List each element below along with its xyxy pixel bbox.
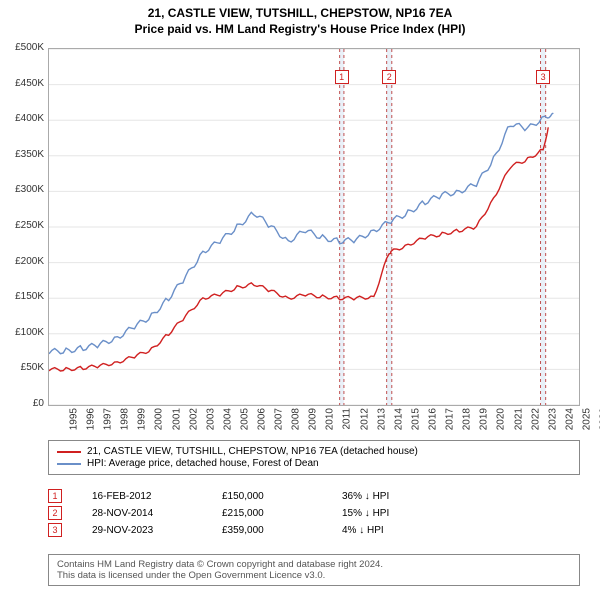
x-axis-label: 2006 bbox=[256, 408, 267, 430]
x-axis-label: 2009 bbox=[308, 408, 319, 430]
marker-badge: 3 bbox=[48, 523, 62, 537]
x-axis-label: 2004 bbox=[222, 408, 233, 430]
x-axis-label: 2021 bbox=[513, 408, 524, 430]
marker-note-row: 2 28-NOV-2014 £215,000 15% ↓ HPI bbox=[48, 506, 580, 520]
x-axis-label: 2012 bbox=[359, 408, 370, 430]
legend-row: 21, CASTLE VIEW, TUTSHILL, CHEPSTOW, NP1… bbox=[57, 446, 571, 457]
x-axis-label: 1997 bbox=[102, 408, 113, 430]
x-axis-label: 2013 bbox=[376, 408, 387, 430]
legend-row: HPI: Average price, detached house, Fore… bbox=[57, 458, 571, 469]
x-axis-label: 2020 bbox=[496, 408, 507, 430]
x-axis-label: 2017 bbox=[444, 408, 455, 430]
chart-plot-area: 1 2 3 bbox=[48, 48, 580, 406]
y-axis-label: £0 bbox=[6, 398, 44, 409]
legend-swatch bbox=[57, 463, 81, 465]
y-axis-label: £350K bbox=[6, 149, 44, 160]
marker-notes: 1 16-FEB-2012 £150,000 36% ↓ HPI 2 28-NOV-201… bbox=[48, 486, 580, 540]
x-axis-label: 2005 bbox=[239, 408, 250, 430]
x-axis-label: 2018 bbox=[461, 408, 472, 430]
marker-delta: 15% ↓ HPI bbox=[342, 508, 389, 519]
y-axis-label: £150K bbox=[6, 291, 44, 302]
marker-delta: 4% ↓ HPI bbox=[342, 525, 384, 536]
attribution-line: Contains HM Land Registry data © Crown c… bbox=[57, 559, 571, 570]
x-axis-label: 2023 bbox=[547, 408, 558, 430]
x-axis-label: 2024 bbox=[564, 408, 575, 430]
marker-badge: 2 bbox=[48, 506, 62, 520]
x-axis-label: 1999 bbox=[137, 408, 148, 430]
chart-marker: 2 bbox=[382, 70, 396, 84]
x-axis-label: 2025 bbox=[581, 408, 592, 430]
chart-marker: 3 bbox=[536, 70, 550, 84]
x-axis-label: 2014 bbox=[393, 408, 404, 430]
x-axis-label: 2002 bbox=[188, 408, 199, 430]
x-axis-label: 2001 bbox=[171, 408, 182, 430]
y-axis-label: £300K bbox=[6, 184, 44, 195]
attribution-line: This data is licensed under the Open Gov… bbox=[57, 570, 571, 581]
y-axis-label: £250K bbox=[6, 220, 44, 231]
legend-label: HPI: Average price, detached house, Fore… bbox=[87, 458, 319, 469]
x-axis-label: 2022 bbox=[530, 408, 541, 430]
marker-price: £215,000 bbox=[222, 508, 312, 519]
x-axis-label: 1996 bbox=[85, 408, 96, 430]
attribution: Contains HM Land Registry data © Crown c… bbox=[48, 554, 580, 586]
chart-marker: 1 bbox=[335, 70, 349, 84]
x-axis-label: 1998 bbox=[120, 408, 131, 430]
x-axis-label: 2003 bbox=[205, 408, 216, 430]
marker-note-row: 1 16-FEB-2012 £150,000 36% ↓ HPI bbox=[48, 489, 580, 503]
x-axis-label: 2000 bbox=[154, 408, 165, 430]
marker-price: £359,000 bbox=[222, 525, 312, 536]
chart-legend: 21, CASTLE VIEW, TUTSHILL, CHEPSTOW, NP1… bbox=[48, 440, 580, 475]
x-axis-label: 2016 bbox=[427, 408, 438, 430]
marker-date: 28-NOV-2014 bbox=[92, 508, 192, 519]
chart-subtitle: Price paid vs. HM Land Registry's House … bbox=[0, 20, 600, 40]
marker-date: 29-NOV-2023 bbox=[92, 525, 192, 536]
x-axis-label: 2019 bbox=[479, 408, 490, 430]
marker-delta: 36% ↓ HPI bbox=[342, 491, 389, 502]
x-axis-label: 2008 bbox=[291, 408, 302, 430]
y-axis-label: £50K bbox=[6, 362, 44, 373]
chart-title: 21, CASTLE VIEW, TUTSHILL, CHEPSTOW, NP1… bbox=[0, 0, 600, 20]
y-axis-label: £400K bbox=[6, 113, 44, 124]
y-axis-label: £100K bbox=[6, 327, 44, 338]
y-axis-label: £500K bbox=[6, 42, 44, 53]
marker-date: 16-FEB-2012 bbox=[92, 491, 192, 502]
legend-label: 21, CASTLE VIEW, TUTSHILL, CHEPSTOW, NP1… bbox=[87, 446, 418, 457]
marker-badge: 1 bbox=[48, 489, 62, 503]
y-axis-label: £200K bbox=[6, 256, 44, 267]
y-axis-label: £450K bbox=[6, 78, 44, 89]
legend-swatch bbox=[57, 451, 81, 453]
x-axis-label: 2007 bbox=[273, 408, 284, 430]
marker-note-row: 3 29-NOV-2023 £359,000 4% ↓ HPI bbox=[48, 523, 580, 537]
x-axis-label: 2010 bbox=[325, 408, 336, 430]
x-axis-label: 2011 bbox=[341, 408, 352, 430]
x-axis-label: 2015 bbox=[410, 408, 421, 430]
marker-price: £150,000 bbox=[222, 491, 312, 502]
x-axis-label: 1995 bbox=[68, 408, 79, 430]
